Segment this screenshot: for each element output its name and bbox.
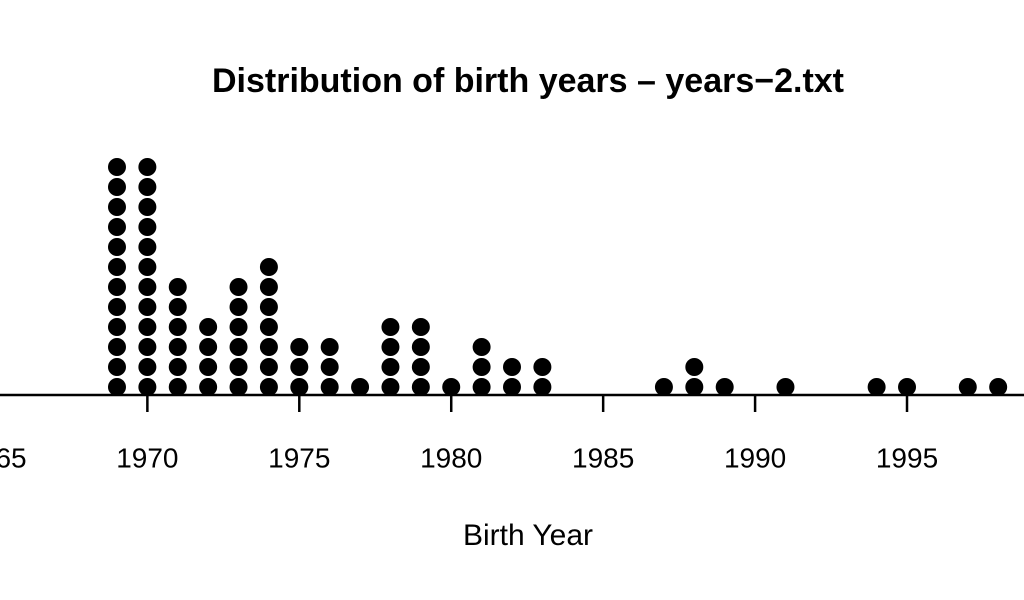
dot bbox=[351, 378, 370, 396]
dot bbox=[381, 358, 400, 376]
dot bbox=[290, 358, 309, 376]
dot bbox=[259, 318, 278, 336]
dot bbox=[138, 278, 157, 296]
dot bbox=[776, 378, 795, 396]
dot bbox=[229, 298, 248, 316]
dot bbox=[411, 358, 430, 376]
dot bbox=[168, 358, 187, 376]
dot bbox=[199, 358, 218, 376]
dot bbox=[138, 358, 157, 376]
dot bbox=[229, 338, 248, 356]
dot bbox=[381, 338, 400, 356]
dot bbox=[199, 378, 218, 396]
dot bbox=[229, 318, 248, 336]
dot bbox=[107, 258, 126, 276]
dot bbox=[290, 338, 309, 356]
dot bbox=[138, 338, 157, 356]
dot bbox=[138, 258, 157, 276]
dot bbox=[533, 378, 552, 396]
dot bbox=[381, 378, 400, 396]
x-tick-label: 1965 bbox=[0, 442, 27, 473]
dot bbox=[138, 178, 157, 196]
dot bbox=[107, 358, 126, 376]
dot bbox=[259, 338, 278, 356]
dot bbox=[259, 278, 278, 296]
dot bbox=[138, 198, 157, 216]
dot bbox=[685, 378, 704, 396]
dot bbox=[229, 378, 248, 396]
dot bbox=[503, 378, 521, 396]
dot bbox=[229, 358, 248, 376]
dot bbox=[168, 298, 187, 316]
dot bbox=[654, 378, 673, 396]
dot bbox=[138, 298, 157, 316]
dot bbox=[411, 318, 430, 336]
dot bbox=[138, 378, 157, 396]
x-tick-label: 1980 bbox=[420, 442, 482, 473]
dot bbox=[685, 358, 704, 376]
dot bbox=[867, 378, 886, 396]
dot bbox=[958, 378, 977, 396]
dot bbox=[989, 378, 1008, 396]
dot bbox=[107, 298, 126, 316]
x-tick-label: 1995 bbox=[876, 442, 938, 473]
dot bbox=[107, 218, 126, 236]
x-tick-label: 1970 bbox=[116, 442, 178, 473]
dot bbox=[138, 318, 157, 336]
dot bbox=[320, 358, 339, 376]
dot bbox=[229, 278, 248, 296]
dot bbox=[168, 318, 187, 336]
dot bbox=[381, 318, 400, 336]
dot bbox=[107, 158, 126, 176]
dot bbox=[107, 238, 126, 256]
x-axis-label: Birth Year bbox=[463, 519, 593, 552]
dot bbox=[259, 258, 278, 276]
dot bbox=[199, 338, 218, 356]
dot bbox=[320, 378, 339, 396]
dot bbox=[503, 358, 521, 376]
dot bbox=[472, 378, 491, 396]
dot bbox=[533, 358, 552, 376]
dot bbox=[259, 358, 278, 376]
dot bbox=[168, 338, 187, 356]
dot bbox=[320, 338, 339, 356]
dot bbox=[898, 378, 917, 396]
dot bbox=[472, 338, 491, 356]
dot bbox=[107, 338, 126, 356]
dot bbox=[138, 238, 157, 256]
dot bbox=[138, 218, 157, 236]
dot bbox=[107, 318, 126, 336]
dot bbox=[472, 358, 491, 376]
dot bbox=[107, 378, 126, 396]
dot bbox=[107, 178, 126, 196]
x-tick-label: 1990 bbox=[724, 442, 786, 473]
dot bbox=[107, 198, 126, 216]
x-tick-label: 1985 bbox=[572, 442, 634, 473]
dot bbox=[199, 318, 218, 336]
chart-title: Distribution of birth years – years−2.tx… bbox=[212, 62, 844, 100]
dot bbox=[107, 278, 126, 296]
dot bbox=[411, 378, 430, 396]
dot bbox=[168, 378, 187, 396]
dot bbox=[715, 378, 734, 396]
dot bbox=[442, 378, 461, 396]
x-tick-label: 1975 bbox=[268, 442, 330, 473]
dot bbox=[411, 338, 430, 356]
dot bbox=[259, 298, 278, 316]
dot bbox=[259, 378, 278, 396]
dot bbox=[168, 278, 187, 296]
dot bbox=[290, 378, 309, 396]
dot bbox=[138, 158, 157, 176]
